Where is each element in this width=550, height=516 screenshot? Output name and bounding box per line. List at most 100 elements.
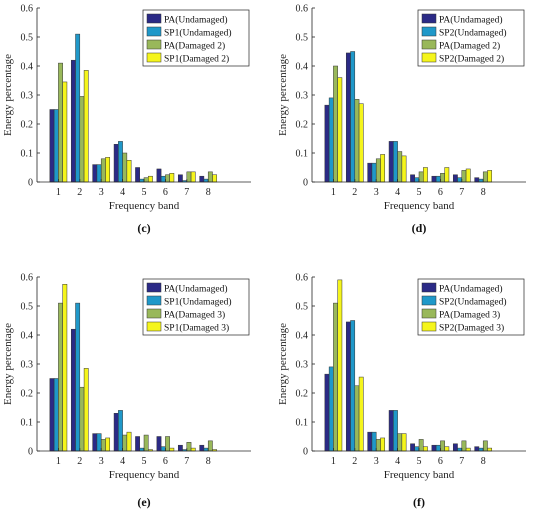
x-tick-label: 3 [99,456,104,467]
bar-PA(Undamaged)-band-1 [324,104,330,183]
bar-PA(Undamaged)-band-5 [410,174,415,183]
bar-PA(Undamaged)-band-5 [410,443,415,452]
bar-PA(Damaged 3)-band-8 [207,440,213,452]
y-tick-label: 0.6 [296,273,309,284]
x-tick-label: 1 [331,187,336,198]
bar-PA(Damaged 2)-band-2 [79,96,85,183]
bar-SP1(Damaged 3)-band-3 [105,437,111,452]
bar-SP2(Undamaged)-band-4 [393,141,398,183]
legend-swatch [146,26,162,37]
bar-SP1(Undamaged)-band-2 [75,302,81,452]
bar-PA(Damaged 2)-band-3 [375,158,381,183]
bar-SP1(Damaged 3)-band-6 [169,447,175,452]
bar-PA(Damaged 3)-band-7 [186,442,192,452]
bar-SP2(Damaged 3)-band-4 [401,433,407,452]
bar-PA(Undamaged)-band-3 [92,433,98,452]
bar-PA(Undamaged)-band-7 [177,444,183,452]
y-tick-label: 0.6 [296,4,309,15]
legend-entry: PA(Undamaged) [164,15,228,26]
bar-PA(Undamaged)-band-7 [177,174,183,183]
bar-PA(Damaged 2)-band-7 [186,171,192,183]
panel-caption: (c) [137,221,150,235]
x-tick-label: 8 [481,456,486,467]
bar-SP1(Undamaged)-band-3 [96,164,102,183]
x-tick-label: 6 [163,456,168,467]
legend-entry: SP1(Damaged 2) [164,54,229,65]
bar-SP1(Undamaged)-band-4 [118,410,123,452]
bar-SP1(Damaged 3)-band-7 [190,447,196,452]
bar-SP1(Undamaged)-band-5 [139,178,145,183]
y-tick-label: 0.3 [21,91,34,102]
x-tick-label: 6 [438,187,443,198]
legend-swatch [421,52,437,63]
y-tick-label: 0.4 [21,62,34,73]
bar-PA(Damaged 3)-band-4 [397,433,403,452]
bar-PA(Damaged 2)-band-4 [397,151,403,183]
y-tick-label: 0.5 [21,33,34,44]
bar-PA(Undamaged)-band-5 [135,167,140,183]
y-tick-label: 0.6 [21,273,34,284]
legend-entry: SP2(Damaged 3) [439,323,504,334]
y-tick-label: 0.2 [296,120,309,131]
bar-PA(Undamaged)-band-6 [431,175,437,183]
legend-entry: SP2(Undamaged) [439,28,507,39]
y-tick-label: 0.5 [296,33,309,44]
bar-SP2(Undamaged)-band-7 [457,447,463,452]
bar-SP2(Damaged 3)-band-1 [337,279,343,452]
bar-PA(Damaged 2)-band-7 [461,170,467,183]
y-tick-label: 0.3 [21,360,34,371]
bar-SP2(Undamaged)-band-5 [414,446,420,452]
panel-caption: (f) [413,495,425,509]
bar-PA(Damaged 2)-band-3 [100,158,106,183]
legend-swatch [146,39,162,50]
legend-swatch [421,308,437,319]
bar-SP2(Damaged 3)-band-7 [465,447,471,452]
y-tick-label: 0.2 [21,389,34,400]
bar-PA(Damaged 2)-band-1 [58,62,63,183]
bar-SP1(Undamaged)-band-1 [53,109,59,183]
bar-SP1(Undamaged)-band-6 [160,175,166,183]
bar-SP1(Damaged 3)-band-1 [62,284,68,452]
chart-panel-0: 0 0.1 0.2 0.3 0.4 0.5 0.6 1 2 3 4 5 6 7 8 Frequency ban… [2,4,251,235]
x-tick-label: 7 [184,456,189,467]
bar-PA(Damaged 2)-band-1 [333,65,338,183]
bar-SP1(Damaged 2)-band-3 [105,157,111,183]
legend-swatch [146,308,162,319]
x-tick-label: 4 [395,456,400,467]
bar-SP1(Damaged 2)-band-7 [190,171,196,183]
legend-swatch [421,282,437,293]
y-axis-title: Energy percentage [277,323,289,405]
bar-PA(Undamaged)-band-4 [388,141,394,183]
bar-SP2(Damaged 3)-band-3 [380,437,386,452]
bar-PA(Undamaged)-band-3 [92,164,98,183]
bar-SP2(Undamaged)-band-2 [350,320,356,452]
x-tick-label: 8 [481,187,486,198]
x-tick-label: 2 [77,456,82,467]
bar-SP2(Undamaged)-band-8 [478,447,484,452]
bar-PA(Undamaged)-band-8 [474,446,480,452]
bar-PA(Damaged 3)-band-3 [375,439,381,452]
legend-entry: PA(Undamaged) [439,284,503,295]
x-tick-label: 5 [142,187,147,198]
legend-swatch [421,321,437,332]
legend-swatch [146,321,162,332]
x-tick-label: 7 [184,187,189,198]
bar-SP1(Damaged 2)-band-2 [83,70,89,183]
y-tick-label: 0.2 [21,120,34,131]
legend-swatch [421,295,437,306]
bar-SP2(Undamaged)-band-2 [350,51,356,183]
bar-PA(Undamaged)-band-4 [113,144,119,183]
y-tick-label: 0 [303,178,308,189]
bar-SP2(Undamaged)-band-7 [457,177,463,183]
bar-PA(Undamaged)-band-2 [345,321,351,452]
y-tick-label: 0.1 [21,149,34,160]
bar-PA(Damaged 3)-band-3 [100,439,106,452]
legend-entry: SP1(Damaged 3) [164,323,229,334]
y-axis-title: Energy percentage [277,54,289,136]
x-tick-label: 2 [77,187,82,198]
bar-PA(Undamaged)-band-7 [452,174,458,183]
bar-SP1(Damaged 2)-band-5 [148,175,153,183]
bar-SP2(Undamaged)-band-1 [328,97,334,183]
legend-swatch [146,295,162,306]
